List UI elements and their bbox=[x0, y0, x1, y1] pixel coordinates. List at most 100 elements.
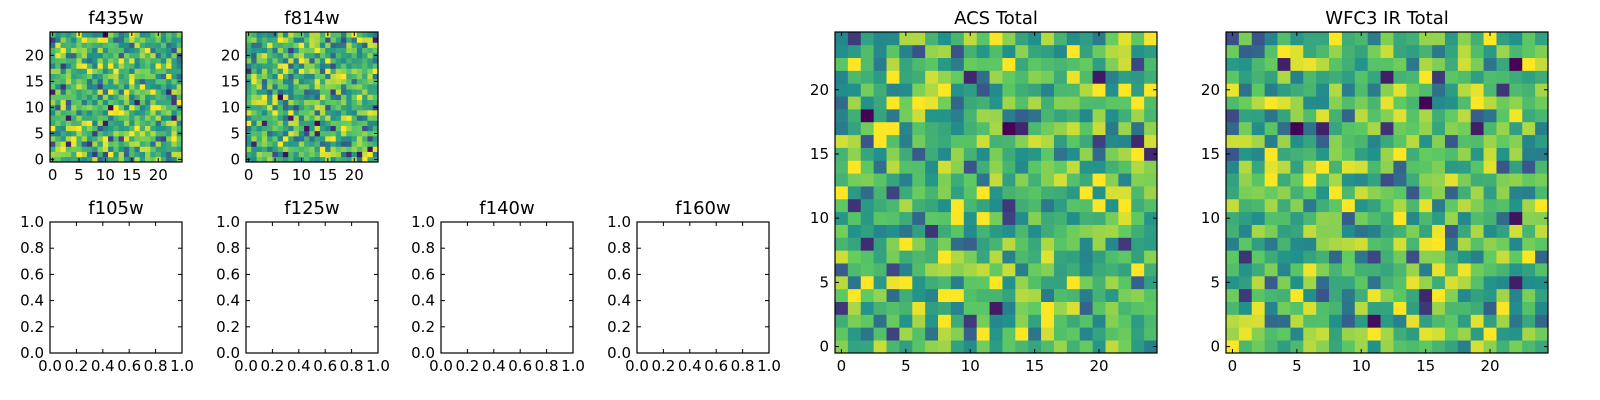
heatmap-cell bbox=[304, 58, 310, 64]
heatmap-cell bbox=[1367, 109, 1381, 123]
heatmap-cell bbox=[298, 115, 305, 121]
heatmap-cell bbox=[351, 84, 358, 90]
heatmap-cell bbox=[1238, 83, 1253, 97]
heatmap-cell bbox=[288, 42, 294, 48]
heatmap-cell bbox=[65, 125, 72, 132]
heatmap-cell bbox=[267, 78, 273, 85]
heatmap-cell bbox=[938, 83, 952, 97]
heatmap-cell bbox=[1341, 147, 1356, 161]
heatmap-cell bbox=[1329, 173, 1343, 187]
heatmap-cell bbox=[176, 32, 183, 38]
heatmap-cell bbox=[1341, 237, 1356, 251]
heatmap-cell bbox=[256, 37, 263, 43]
heatmap-cell bbox=[314, 99, 321, 106]
heatmap-cell bbox=[145, 89, 151, 95]
heatmap-cell bbox=[1303, 327, 1317, 341]
heatmap-cell bbox=[1535, 83, 1549, 97]
heatmap-cell bbox=[1066, 147, 1081, 161]
heatmap-cell bbox=[113, 32, 119, 38]
heatmap-cell bbox=[1406, 198, 1420, 213]
heatmap-cell bbox=[251, 146, 257, 152]
heatmap-cell bbox=[1419, 70, 1433, 84]
heatmap-cell bbox=[325, 99, 331, 106]
heatmap-cell bbox=[92, 99, 98, 106]
heatmap-cell bbox=[330, 89, 337, 95]
heatmap-cell bbox=[298, 47, 305, 54]
heatmap-cell bbox=[325, 37, 331, 43]
heatmap-cell bbox=[65, 151, 72, 158]
heatmap-cell bbox=[309, 136, 315, 142]
heatmap-cell bbox=[251, 141, 257, 147]
heatmap-cell bbox=[314, 104, 321, 111]
heatmap-cell bbox=[272, 136, 279, 142]
heatmap-cell bbox=[108, 130, 114, 137]
heatmap-cell bbox=[1002, 134, 1016, 148]
heatmap-cell bbox=[1535, 147, 1549, 161]
heatmap-cell bbox=[362, 136, 368, 142]
heatmap-cell bbox=[86, 63, 93, 69]
heatmap-cell bbox=[976, 263, 990, 277]
heatmap-cell bbox=[1226, 147, 1240, 161]
heatmap-cell bbox=[166, 73, 172, 80]
heatmap-cell bbox=[899, 211, 913, 225]
heatmap-cell bbox=[330, 130, 337, 137]
heatmap-cell bbox=[256, 151, 263, 158]
heatmap-cell bbox=[1354, 147, 1369, 161]
heatmap-cell bbox=[912, 327, 926, 341]
heatmap-cell bbox=[277, 84, 284, 90]
heatmap-cell bbox=[938, 224, 952, 238]
heatmap-cell bbox=[86, 52, 93, 59]
heatmap-cell bbox=[341, 84, 347, 90]
heatmap-cell bbox=[1303, 263, 1317, 277]
heatmap-cell bbox=[912, 211, 926, 225]
heatmap-cell bbox=[288, 115, 294, 121]
heatmap-cell bbox=[1144, 44, 1158, 59]
heatmap-cell bbox=[319, 125, 326, 132]
heatmap-cell bbox=[1406, 57, 1420, 71]
heatmap-cell bbox=[246, 125, 252, 132]
heatmap-cell bbox=[1483, 186, 1497, 200]
heatmap-cell bbox=[873, 96, 887, 110]
heatmap-cell bbox=[847, 147, 862, 161]
heatmap-cell bbox=[1226, 109, 1240, 123]
heatmap-cell bbox=[1406, 340, 1420, 354]
heatmap-cell bbox=[1238, 340, 1253, 354]
x-tick-label: 20 bbox=[1480, 357, 1499, 375]
heatmap-cell bbox=[1496, 96, 1510, 110]
heatmap-cell bbox=[81, 125, 88, 132]
heatmap-cell bbox=[912, 32, 926, 46]
heatmap-cell bbox=[1264, 340, 1278, 354]
heatmap-cell bbox=[246, 73, 252, 80]
heatmap-cell bbox=[293, 146, 300, 152]
heatmap-cell bbox=[55, 146, 61, 152]
heatmap-cell bbox=[325, 151, 331, 158]
heatmap-cell bbox=[330, 52, 337, 59]
x-tick-label: 15 bbox=[1025, 357, 1044, 375]
heatmap-cell bbox=[267, 63, 273, 69]
heatmap-cell bbox=[76, 37, 83, 43]
heatmap-cell bbox=[938, 275, 952, 290]
heatmap-cell bbox=[1380, 57, 1394, 71]
heatmap-cell bbox=[1432, 134, 1446, 148]
heatmap-cell bbox=[367, 115, 374, 121]
heatmap-cell bbox=[171, 104, 178, 111]
heatmap-cell bbox=[325, 94, 331, 100]
heatmap-cell bbox=[950, 314, 965, 328]
heatmap-cell bbox=[1066, 211, 1081, 225]
heatmap-cell bbox=[976, 237, 990, 251]
heatmap-cell bbox=[912, 109, 926, 123]
heatmap-cell bbox=[304, 32, 310, 38]
heatmap-cell bbox=[309, 115, 315, 121]
heatmap-cell bbox=[1496, 32, 1510, 46]
heatmap-cell bbox=[246, 99, 252, 106]
heatmap-cell bbox=[1092, 44, 1106, 59]
heatmap-cell bbox=[1432, 109, 1446, 123]
heatmap-cell bbox=[1393, 314, 1407, 328]
heatmap-cell bbox=[1264, 301, 1278, 315]
heatmap-cell bbox=[261, 58, 268, 64]
heatmap-cell bbox=[847, 288, 862, 302]
heatmap-cell bbox=[92, 84, 98, 90]
heatmap-cell bbox=[1092, 327, 1106, 341]
heatmap-cell bbox=[139, 78, 146, 85]
heatmap-cell bbox=[282, 52, 289, 59]
